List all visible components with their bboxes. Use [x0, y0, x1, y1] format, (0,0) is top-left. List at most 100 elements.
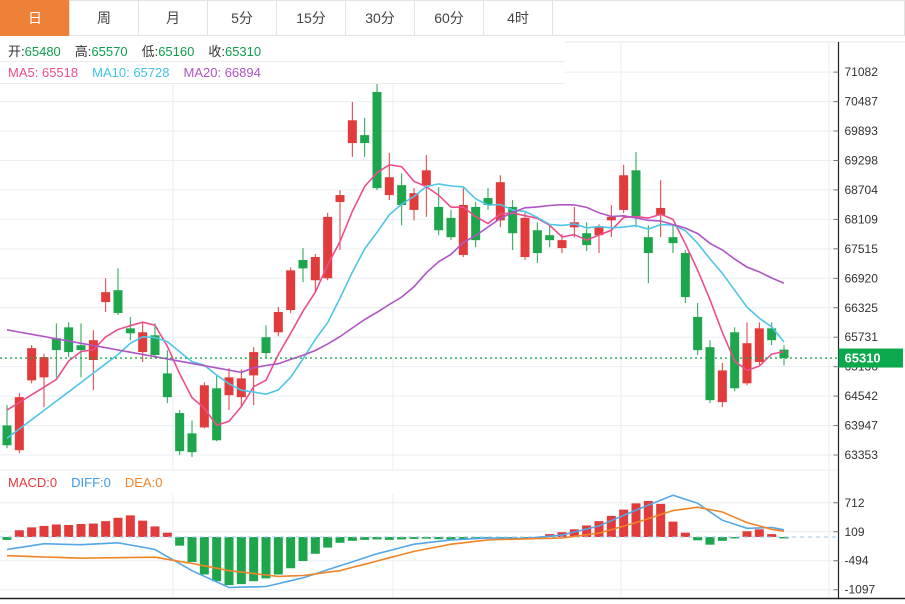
- macd-hist-bar: [372, 537, 382, 540]
- macd-hist-bar: [360, 537, 370, 540]
- candle-body: [384, 177, 394, 196]
- macd-hist-bar: [458, 537, 468, 539]
- candle-body: [409, 193, 419, 210]
- candle-body: [224, 377, 234, 396]
- candle-body: [643, 237, 653, 254]
- macd-hist-bar: [619, 509, 629, 537]
- candle-body: [212, 388, 222, 441]
- candle-body: [372, 92, 382, 189]
- macd-hist-bar: [298, 537, 308, 562]
- diff-line: [6, 494, 785, 589]
- tab-15分[interactable]: 15分: [276, 0, 346, 36]
- candle-body: [199, 385, 209, 428]
- macd-hist-bar: [162, 532, 172, 537]
- dea-line: [6, 506, 785, 578]
- macd-hist-bar: [212, 537, 222, 582]
- candle-body: [162, 373, 172, 398]
- macd-hist-bar: [767, 534, 777, 537]
- tab-30分[interactable]: 30分: [345, 0, 415, 36]
- current-price-tag-text: 65310: [845, 351, 881, 366]
- candle-body: [569, 222, 579, 228]
- macd-hist-bar: [397, 537, 407, 540]
- macd-hist-bar: [754, 529, 764, 537]
- high-value: 高:65570: [74, 44, 128, 59]
- candle-body: [261, 337, 271, 354]
- axis-tick-label: 712: [845, 496, 865, 510]
- candle-body: [101, 292, 111, 303]
- macd-hist-bar: [39, 525, 49, 537]
- axis-tick-label: -1097: [845, 583, 876, 597]
- axis-tick-label: -494: [845, 554, 869, 568]
- macd-hist-bar: [717, 537, 727, 541]
- candle-body: [286, 270, 296, 310]
- gridlines: [0, 41, 905, 599]
- macd-hist-bar: [409, 537, 419, 539]
- macd-hist-bar: [150, 526, 160, 537]
- tab-4时[interactable]: 4时: [483, 0, 553, 36]
- macd-hist-bar: [656, 503, 666, 537]
- candle-body: [249, 352, 259, 376]
- kline-svg[interactable]: 71082 70487 69893 69298 68704 68109 67515 66920…: [0, 37, 905, 604]
- tab-60分[interactable]: 60分: [414, 0, 484, 36]
- candle-body: [273, 311, 283, 333]
- candle-body: [51, 338, 61, 351]
- candle-body: [520, 217, 530, 257]
- ma-row: MA5: 65518 MA10: 65728 MA20: 66894: [0, 62, 565, 84]
- macd-pane: [0, 494, 839, 589]
- macd-hist-bar: [236, 537, 246, 585]
- axis-tick-label: 68704: [845, 183, 879, 197]
- tab-周[interactable]: 周: [69, 0, 139, 36]
- macd-hist-bar: [199, 537, 209, 575]
- macd-hist-bar: [113, 517, 123, 537]
- ohlc-row: 开:65480 高:65570 低:65160 收:65310: [0, 40, 565, 62]
- diff-value: DIFF:0: [71, 475, 111, 490]
- macd-hist-bar: [64, 524, 74, 537]
- candle-body: [742, 343, 752, 384]
- axis-tick-label: 68109: [845, 212, 879, 226]
- macd-hist-bar: [187, 537, 197, 562]
- macd-hist-bar: [125, 515, 135, 537]
- candle-body: [175, 413, 185, 452]
- candle-body: [532, 230, 542, 254]
- candle-body: [508, 206, 518, 234]
- macd-hist-bar: [606, 515, 616, 537]
- macd-hist-bar: [2, 537, 12, 540]
- macd-hist-bar: [730, 537, 740, 539]
- macd-hist-bar: [384, 537, 394, 540]
- candle-body: [471, 206, 481, 241]
- candle-body: [150, 335, 160, 356]
- candle-body: [64, 327, 74, 353]
- axes: 71082 70487 69893 69298 68704 68109 67515 66920…: [0, 42, 905, 600]
- open-value: 开:65480: [8, 44, 61, 59]
- candle-body: [125, 328, 135, 334]
- candle-body: [236, 378, 246, 398]
- chart-canvas[interactable]: 71082 70487 69893 69298 68704 68109 67515 66920…: [0, 37, 905, 604]
- axis-tick-label: 109: [845, 525, 865, 539]
- candle-body: [434, 206, 444, 231]
- axis-tick-label: 64542: [845, 389, 879, 403]
- candle-body: [717, 370, 727, 403]
- candle-body: [656, 207, 666, 215]
- ma5-value: MA5: 65518: [8, 65, 79, 80]
- macd-legend-row: MACD:0 DIFF:0 DEA:0: [0, 471, 560, 494]
- macd-hist-bar: [138, 520, 148, 537]
- current-price-tag: [838, 348, 903, 368]
- tab-月[interactable]: 月: [138, 0, 208, 36]
- tab-日[interactable]: 日: [0, 0, 70, 36]
- axis-tick-label: 70487: [845, 95, 879, 109]
- macd-hist-bar: [421, 537, 431, 539]
- macd-hist-bar: [224, 537, 234, 586]
- macd-hist-bar: [323, 537, 333, 548]
- tab-5分[interactable]: 5分: [207, 0, 277, 36]
- macd-hist-bar: [175, 537, 185, 546]
- candle-body: [779, 349, 789, 359]
- axis-tick-label: 66325: [845, 301, 879, 315]
- candle-body: [557, 240, 567, 249]
- macd-hist-bar: [88, 523, 98, 537]
- macd-hist-bar: [446, 537, 456, 540]
- price-pane: [0, 83, 839, 458]
- candle-body: [458, 204, 468, 256]
- candle-body: [545, 235, 555, 241]
- candle-body: [668, 237, 678, 244]
- macd-hist-bar: [594, 521, 604, 537]
